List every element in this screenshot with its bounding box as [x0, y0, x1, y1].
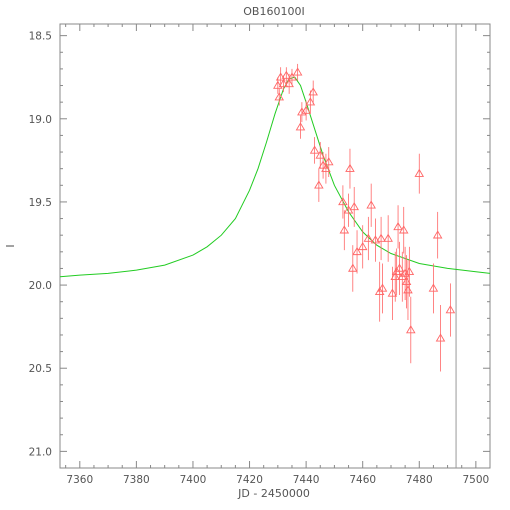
data-point-triangle — [348, 263, 358, 272]
data-point-triangle — [273, 80, 283, 89]
x-tick-label: 7460 — [349, 474, 376, 486]
x-tick-label: 7360 — [66, 474, 93, 486]
data-point-triangle — [370, 235, 381, 244]
data-point-triangle — [363, 233, 374, 242]
data-point-triangle — [406, 325, 416, 334]
data-point-triangle — [387, 288, 398, 297]
data-point-triangle — [274, 92, 285, 101]
data-point-triangle — [275, 72, 286, 81]
data-point-triangle — [377, 283, 388, 292]
data-point-triangle — [390, 271, 401, 281]
data-point-triangle — [349, 202, 359, 211]
data-point-triangle — [308, 87, 318, 96]
data-point-triangle — [314, 180, 324, 189]
y-tick-label: 19.0 — [29, 114, 52, 126]
data-point-triangle — [339, 225, 350, 234]
data-point-triangle — [287, 72, 297, 81]
data-point-triangle — [284, 78, 294, 88]
x-tick-label: 7380 — [123, 474, 150, 486]
x-tick-label: 7400 — [180, 474, 207, 486]
y-axis: 18.5 19.0 19.5 20.0 20.5 21.0 — [29, 31, 490, 458]
x-tick-label: 7500 — [462, 474, 489, 486]
data-point-triangle — [297, 107, 307, 116]
x-axis-label: JD - 2450000 — [237, 487, 310, 500]
y-tick-label: 18.5 — [29, 31, 52, 43]
x-tick-label: 7480 — [406, 474, 433, 486]
data-points — [273, 63, 456, 372]
data-point-triangle — [400, 268, 410, 277]
data-point-triangle — [357, 241, 368, 251]
data-point-triangle — [281, 70, 292, 79]
chart-title: OB160100I — [243, 5, 304, 18]
data-point-triangle — [305, 97, 316, 106]
y-tick-label: 21.0 — [29, 446, 52, 458]
x-axis: 7360 7380 7400 7420 7440 7460 7480 7500 — [65, 24, 491, 486]
data-point-triangle — [292, 67, 303, 76]
plot-frame — [59, 23, 491, 469]
data-point-triangle — [404, 266, 415, 276]
data-point-triangle — [435, 333, 446, 342]
data-point-triangle — [321, 163, 331, 172]
x-tick-label: 7440 — [293, 474, 320, 486]
data-point-triangle — [376, 233, 386, 242]
data-point-triangle — [315, 150, 326, 159]
data-point-triangle — [278, 78, 289, 88]
y-tick-label: 19.5 — [29, 197, 52, 209]
model-curve — [59, 76, 491, 278]
data-point-triangle — [301, 105, 311, 114]
data-point-triangle — [414, 168, 425, 177]
data-point-triangle — [323, 157, 334, 166]
data-point-triangle — [366, 200, 376, 209]
y-axis-label: I — [4, 244, 17, 247]
data-point-triangle — [428, 283, 439, 292]
data-point-triangle — [345, 163, 355, 172]
x-tick-label: 7420 — [236, 474, 263, 486]
data-point-triangle — [401, 276, 412, 286]
data-point-triangle — [398, 225, 409, 234]
data-point-triangle — [393, 221, 403, 231]
data-point-triangle — [338, 197, 348, 206]
data-point-triangle — [352, 246, 362, 256]
data-point-triangle — [445, 305, 456, 314]
data-point-triangle — [309, 145, 320, 154]
data-point-triangle — [403, 285, 413, 294]
data-point-triangle — [394, 263, 405, 272]
data-point-triangle — [432, 230, 443, 239]
y-tick-label: 20.5 — [29, 363, 52, 375]
data-point-triangle — [383, 233, 393, 242]
data-point-triangle — [295, 122, 306, 131]
y-tick-label: 20.0 — [29, 280, 52, 292]
